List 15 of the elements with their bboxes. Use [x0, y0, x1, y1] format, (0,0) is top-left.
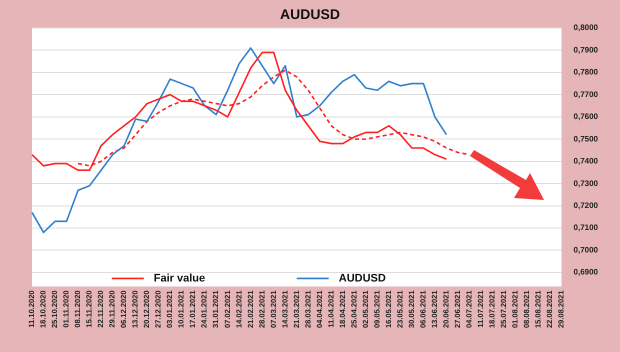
- y-tick-label: 0,7200: [574, 200, 599, 210]
- y-tick-label: 0,7500: [574, 134, 599, 144]
- y-tick-label: 0,7300: [574, 178, 599, 188]
- chart-title: AUDUSD: [279, 6, 341, 22]
- y-tick-label: 0,7800: [574, 68, 599, 77]
- y-tick-label: 0,7600: [574, 112, 599, 122]
- y-tick-label: 0,7000: [574, 245, 599, 254]
- y-tick-label: 0,7700: [574, 90, 599, 99]
- y-tick-label: 0,8000: [574, 23, 599, 32]
- y-tick-label: 0,6900: [574, 268, 599, 277]
- legend-label: Fair value: [154, 272, 206, 284]
- y-tick-label: 0,7900: [574, 45, 599, 54]
- legend-label: AUDUSD: [338, 272, 386, 284]
- y-tick-label: 0,7400: [574, 156, 599, 166]
- y-tick-label: 0,7100: [574, 223, 599, 232]
